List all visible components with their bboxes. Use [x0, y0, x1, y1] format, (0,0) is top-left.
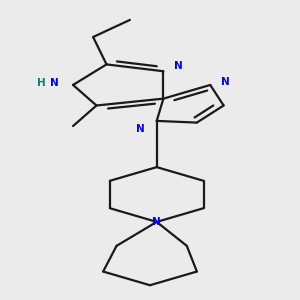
Text: N: N	[136, 124, 144, 134]
Text: H: H	[37, 78, 45, 88]
Text: N: N	[50, 78, 59, 88]
Text: N: N	[220, 76, 229, 86]
Text: N: N	[174, 61, 182, 71]
Text: N: N	[152, 217, 161, 227]
